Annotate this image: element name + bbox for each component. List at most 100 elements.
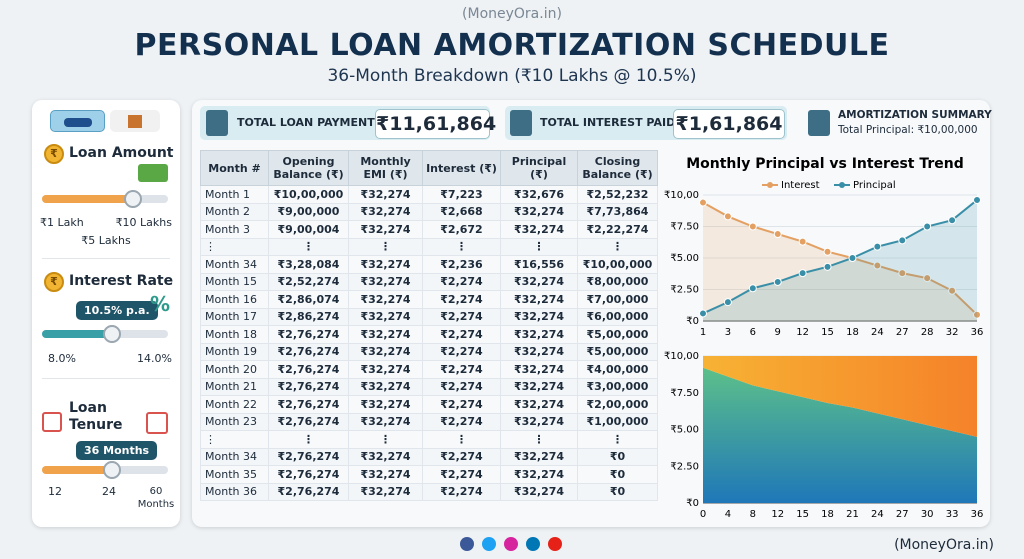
cell: ₹2,76,274 — [268, 482, 349, 501]
column-header: Interest (₹) — [422, 150, 501, 186]
cell: ₹7,223 — [422, 185, 501, 204]
cell: ₹2,274 — [422, 447, 501, 466]
social-icons — [460, 537, 565, 553]
x-tick-label: 33 — [946, 509, 959, 520]
cell: ₹2,86,074 — [268, 290, 349, 309]
series-line — [702, 201, 978, 316]
slider-min: 8.0% — [48, 352, 76, 365]
cell: ₹2,52,232 — [577, 185, 658, 204]
area — [703, 356, 977, 437]
cell: Month 3 — [200, 220, 269, 239]
cell: Month 19 — [200, 342, 269, 361]
subtitle: 36-Month Breakdown (₹10 Lakhs @ 10.5%) — [327, 66, 697, 86]
cell: ₹2,274 — [422, 412, 501, 431]
x-tick-label: 1 — [700, 327, 706, 338]
loan-slider[interactable] — [42, 190, 168, 208]
cell: ₹2,274 — [422, 325, 501, 344]
slider-value: ₹5 Lakhs — [81, 234, 131, 247]
column-header: Principal (₹) — [500, 150, 578, 186]
x-tick-label: 4 — [725, 509, 731, 520]
x-tick-label: 9 — [775, 327, 781, 338]
sidebar: ₹ Loan Amount ₹1 Lakh ₹10 Lakhs ₹5 Lakhs… — [32, 100, 180, 527]
cell: Month 1 — [200, 185, 269, 204]
table-row: Month 18 ₹2,76,274 ₹32,274 ₹2,274 ₹32,274 ₹5,… — [200, 325, 658, 344]
table-row: Month 36 ₹2,76,274 ₹32,274 ₹2,274 ₹32,274 ₹0 — [200, 482, 658, 501]
cell: ₹2,76,274 — [268, 377, 349, 396]
cell: ₹32,274 — [500, 360, 578, 379]
column-header: Closing Balance (₹) — [577, 150, 658, 186]
cell: ₹32,274 — [348, 360, 423, 379]
cell: ⋮ — [348, 237, 423, 256]
summary-principal: Total Principal: ₹10,00,000 — [838, 124, 978, 136]
x-tick-label: 0 — [700, 509, 706, 520]
rate-pill: 10.5% p.a. — [76, 301, 158, 320]
cell: ₹32,274 — [500, 447, 578, 466]
home-tab[interactable] — [110, 110, 160, 132]
cell: Month 15 — [200, 272, 269, 291]
y-tick-label: ₹2.50 — [670, 461, 699, 472]
point — [699, 309, 707, 318]
cell: ₹32,676 — [500, 185, 578, 204]
y-tick-label: ₹10,00 — [664, 351, 699, 362]
cell: ₹3,00,000 — [577, 377, 658, 396]
cell: Month 34 — [200, 447, 269, 466]
x-tick-label: 24 — [871, 327, 884, 338]
cell: ₹16,556 — [500, 255, 578, 274]
area — [703, 367, 977, 503]
coin-icon: ₹ — [44, 272, 64, 292]
interest-label: TOTAL INTEREST PAID: — [540, 116, 680, 129]
cell: ₹32,274 — [500, 290, 578, 309]
cell: ₹32,274 — [348, 255, 423, 274]
cell: ⋮ — [268, 430, 349, 449]
x-tick-label: 15 — [821, 327, 834, 338]
y-tick-label: ₹5.00 — [670, 425, 699, 436]
point — [873, 242, 882, 251]
cell: ₹2,76,274 — [268, 447, 349, 466]
cell: ⋮ — [577, 430, 658, 449]
cell: Month 20 — [200, 360, 269, 379]
summary-title: AMORTIZATION SUMMARY — [838, 109, 992, 121]
table-row: Month 21 ₹2,76,274 ₹32,274 ₹2,274 ₹32,274 ₹3,… — [200, 377, 658, 396]
x-tick-label: 6 — [750, 327, 756, 338]
point — [699, 198, 707, 207]
point — [848, 254, 857, 262]
footer-source: (MoneyOra.in) — [894, 537, 994, 553]
calculator-icon — [206, 110, 228, 136]
cell: ⋮ — [268, 237, 349, 256]
car-tab[interactable] — [50, 110, 105, 132]
x-tick-label: 36 — [971, 509, 984, 520]
x-tick-label: 15 — [796, 509, 809, 520]
title: PERSONAL LOAN AMORTIZATION SCHEDULE — [134, 28, 890, 63]
legend-label: Interest — [781, 180, 820, 191]
y-tick-label: ₹0 — [686, 316, 699, 327]
x-tick-label: 36 — [971, 327, 984, 338]
cell: ₹32,274 — [348, 272, 423, 291]
cell: Month 17 — [200, 307, 269, 326]
cell: ₹32,274 — [348, 447, 423, 466]
rate-slider[interactable] — [42, 325, 168, 343]
tenure-slider[interactable] — [42, 461, 168, 479]
slider-min: ₹1 Lakh — [40, 216, 84, 229]
cell: ₹10,00,000 — [268, 185, 349, 204]
point — [973, 196, 981, 205]
point — [873, 261, 882, 270]
point — [748, 222, 757, 231]
point — [823, 247, 832, 256]
cell: ₹2,76,274 — [268, 465, 349, 484]
cell: ₹2,672 — [422, 220, 501, 239]
loan-amount-label: Loan Amount — [69, 145, 174, 161]
cash-icon — [138, 164, 168, 182]
slider-mid: 24 — [102, 485, 116, 498]
cell: ₹32,274 — [348, 412, 423, 431]
cell: ₹2,274 — [422, 465, 501, 484]
calculator-icon — [808, 110, 830, 136]
cell: ₹2,274 — [422, 290, 501, 309]
point — [798, 237, 807, 246]
cell: ₹2,274 — [422, 395, 501, 414]
percent-icon: % — [150, 292, 171, 316]
table-row: Month 1 ₹10,00,000 ₹32,274 ₹7,223 ₹32,676 ₹2,… — [200, 185, 658, 204]
cell: ₹32,274 — [500, 272, 578, 291]
series-fill — [703, 200, 977, 321]
table-row: Month 15 ₹2,52,274 ₹32,274 ₹2,274 ₹32,274 ₹8,… — [200, 272, 658, 291]
cell: ⋮ — [577, 237, 658, 256]
